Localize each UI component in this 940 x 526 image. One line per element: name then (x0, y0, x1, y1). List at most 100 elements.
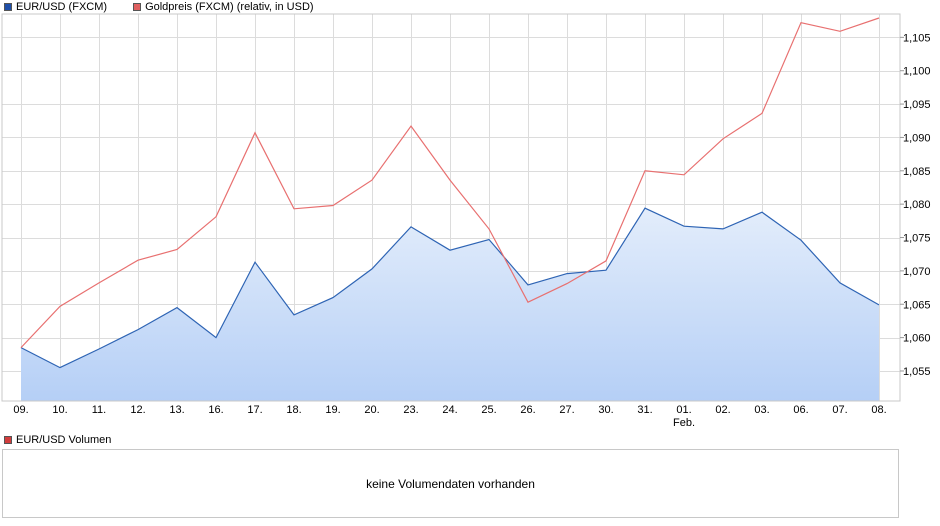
x-tick-label: 09. (13, 404, 28, 416)
legend-label-eurusd: EUR/USD (FXCM) (16, 1, 108, 13)
x-tick-label: 08. (871, 404, 886, 416)
data-point-gold (176, 248, 179, 251)
data-point-eurusd (215, 336, 218, 339)
data-point-gold (371, 179, 374, 182)
y-tick-label: 1,095 (903, 99, 931, 111)
volume-legend-label: EUR/USD Volumen (16, 434, 112, 446)
y-tick-label: 1,105 (903, 32, 931, 44)
data-point-gold (722, 137, 725, 140)
legend-swatch-gold (133, 3, 142, 11)
legend-item-eurusd[interactable]: EUR/USD (FXCM) (4, 1, 107, 13)
data-point-gold (566, 282, 569, 285)
x-tick-label: 23. (403, 404, 418, 416)
data-point-gold (527, 301, 530, 304)
data-point-gold (800, 21, 803, 24)
series-line-gold (20, 17, 880, 349)
data-point-eurusd (293, 313, 296, 316)
x-tick-label: 16. (208, 404, 223, 416)
data-point-eurusd (761, 211, 764, 214)
data-point-gold (215, 215, 218, 218)
data-point-eurusd (644, 207, 647, 210)
x-axis: 09. 10. 11. 12. 13. 16. 17. 18. 19. 20. 23. 24. 25. 2… (13, 404, 886, 429)
y-tick-label: 1,055 (903, 366, 931, 378)
x-tick-label: 07. (832, 404, 847, 416)
data-point-gold (449, 179, 452, 182)
legend-swatch-volume (4, 436, 12, 444)
data-point-eurusd (605, 269, 608, 272)
x-tick-label: 10. (52, 404, 67, 416)
data-point-gold (98, 281, 101, 284)
x-tick-label: 27. (559, 404, 574, 416)
x-tick-label: 13. (169, 404, 184, 416)
y-tick-label: 1,090 (903, 132, 931, 144)
series-line-eurusd (20, 207, 880, 369)
data-point-gold (59, 305, 62, 308)
plot-frame (1, 13, 901, 402)
y-tick-label: 1,100 (903, 66, 931, 78)
price-chart: 1,055 1,060 1,065 1,070 1,075 1,080 1,085 1,090… (1, 13, 931, 429)
x-tick-label: 03. (754, 404, 769, 416)
data-point-gold (605, 259, 608, 262)
y-tick-label: 1,080 (903, 199, 931, 211)
volume-empty-message: keine Volumendaten vorhanden (366, 477, 535, 491)
data-point-eurusd (254, 261, 257, 264)
legend-swatch-eurusd (4, 3, 12, 11)
data-point-gold (332, 204, 335, 207)
x-month-label: Feb. (673, 417, 695, 429)
data-point-gold (254, 131, 257, 134)
data-point-gold (839, 30, 842, 33)
data-point-gold (878, 17, 881, 20)
line-layer (20, 17, 881, 369)
y-tick-label: 1,060 (903, 333, 931, 345)
data-point-eurusd (59, 366, 62, 369)
legend-label-gold: Goldpreis (FXCM) (relativ, in USD) (145, 1, 314, 13)
y-tick-label: 1,070 (903, 266, 931, 278)
x-tick-label: 20. (364, 404, 379, 416)
x-tick-label: 01. (676, 404, 691, 416)
data-point-gold (410, 125, 413, 128)
x-tick-label: 26. (520, 404, 535, 416)
data-point-eurusd (527, 283, 530, 286)
data-point-eurusd (371, 267, 374, 270)
volume-panel: keine Volumendaten vorhanden (2, 449, 899, 518)
data-point-gold (137, 259, 140, 262)
y-tick-label: 1,065 (903, 299, 931, 311)
data-point-eurusd (98, 348, 101, 351)
data-point-eurusd (878, 303, 881, 306)
x-tick-label: 02. (715, 404, 730, 416)
x-tick-label: 25. (481, 404, 496, 416)
x-tick-label: 24. (442, 404, 457, 416)
data-point-eurusd (566, 272, 569, 275)
legend-item-gold[interactable]: Goldpreis (FXCM) (relativ, in USD) (133, 1, 314, 13)
data-point-eurusd (800, 239, 803, 242)
data-point-gold (293, 207, 296, 210)
x-tick-label: 30. (598, 404, 613, 416)
data-point-eurusd (332, 296, 335, 299)
y-tick-label: 1,075 (903, 233, 931, 245)
chart-legend: EUR/USD (FXCM) Goldpreis (FXCM) (relativ… (4, 1, 340, 13)
x-tick-label: 18. (286, 404, 301, 416)
data-point-gold (761, 112, 764, 115)
data-point-eurusd (410, 225, 413, 228)
data-point-gold (20, 346, 23, 349)
data-point-eurusd (137, 328, 140, 331)
data-point-gold (683, 173, 686, 176)
volume-legend: EUR/USD Volumen (4, 434, 111, 446)
data-point-eurusd (683, 225, 686, 228)
data-point-eurusd (839, 281, 842, 284)
data-point-gold (488, 227, 491, 230)
data-point-gold (644, 169, 647, 172)
series-area-eurusd (21, 208, 879, 401)
y-axis: 1,055 1,060 1,065 1,070 1,075 1,080 1,085 1,090… (900, 32, 931, 378)
data-point-eurusd (449, 249, 452, 252)
x-tick-label: 12. (130, 404, 145, 416)
data-point-eurusd (722, 227, 725, 230)
x-tick-label: 19. (325, 404, 340, 416)
area-layer (21, 208, 879, 401)
data-point-eurusd (176, 306, 179, 309)
data-point-eurusd (488, 238, 491, 241)
x-tick-label: 17. (247, 404, 262, 416)
x-tick-label: 11. (92, 404, 106, 416)
x-tick-label: 31. (637, 404, 652, 416)
y-tick-label: 1,085 (903, 166, 931, 178)
